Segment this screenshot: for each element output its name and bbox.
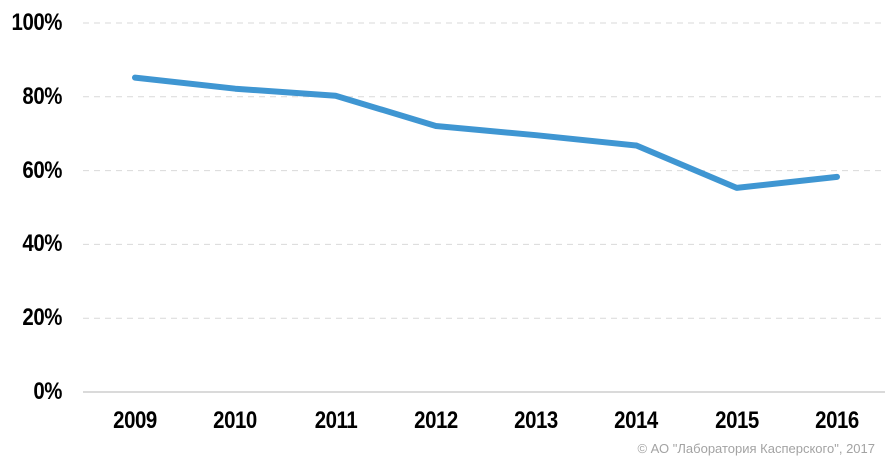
x-axis-tick-label: 2011 (314, 407, 358, 434)
y-axis-tick-label: 40% (22, 230, 62, 257)
y-axis-tick-label: 80% (22, 83, 62, 110)
x-axis-tick-label: 2009 (113, 407, 157, 434)
data-line (132, 74, 840, 191)
y-axis-tick-label: 20% (22, 304, 62, 331)
y-axis-tick-label: 60% (22, 157, 62, 184)
x-axis-tick-label: 2015 (715, 407, 759, 434)
copyright-text: © АО "Лаборатория Касперского", 2017 (637, 441, 875, 456)
x-axis-tick-label: 2013 (514, 407, 558, 434)
x-axis-tick-label: 2010 (213, 407, 257, 434)
y-axis-tick-label: 0% (33, 378, 62, 405)
x-axis-tick-label: 2012 (414, 407, 458, 434)
y-axis-tick-label: 100% (11, 9, 63, 36)
x-axis-tick-label: 2016 (815, 407, 859, 434)
x-axis-tick-label: 2014 (614, 407, 658, 434)
